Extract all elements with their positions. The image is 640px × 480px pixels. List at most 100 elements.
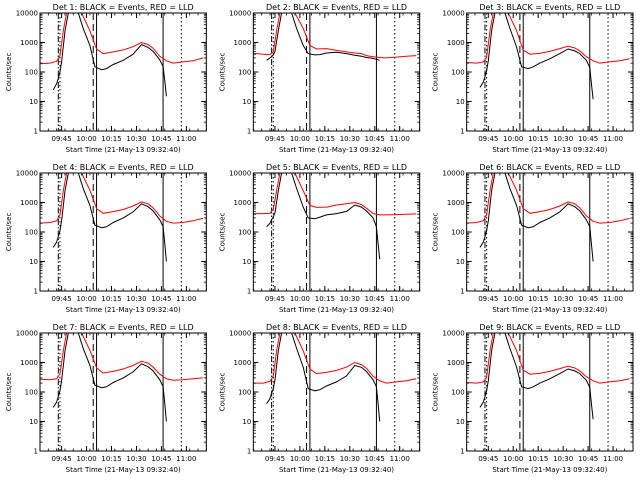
- x-axis-label: Start Time (21-May-13 09:32:40): [66, 466, 181, 474]
- lld-series-line: [40, 173, 204, 224]
- y-tick-label: 1000: [20, 39, 38, 47]
- y-tick-label: 10: [456, 258, 465, 266]
- y-tick-label: 10: [456, 98, 465, 106]
- lld-series-line: [466, 13, 630, 64]
- y-tick-label: 1: [247, 448, 251, 456]
- x-tick-label: 11:00: [176, 135, 196, 143]
- y-tick-label: 10: [242, 98, 251, 106]
- lld-series-line: [40, 13, 204, 65]
- events-series-line: [479, 173, 594, 262]
- events-series-line: [52, 13, 167, 97]
- x-tick-label: 09:45: [265, 455, 285, 463]
- x-tick-label: 10:15: [528, 455, 548, 463]
- y-tick-label: 10: [456, 418, 465, 426]
- y-axis-label: Counts/sec: [432, 53, 440, 92]
- panel-title: Det 1: BLACK = Events, RED = LLD: [53, 3, 194, 12]
- x-tick-label: 10:30: [553, 135, 573, 143]
- x-tick-label: 09:45: [265, 295, 285, 303]
- x-tick-label: 10:30: [126, 455, 146, 463]
- detector-panel-7: Det 7: BLACK = Events, RED = LLD Counts/s…: [5, 323, 207, 474]
- y-axis-label: Counts/sec: [5, 213, 13, 252]
- x-tick-label: 11:00: [390, 455, 410, 463]
- x-tick-label: 10:30: [340, 135, 360, 143]
- detector-panel-4: Det 4: BLACK = Events, RED = LLD Counts/s…: [5, 163, 207, 314]
- series-group: [466, 13, 630, 100]
- y-tick-label: 10000: [229, 10, 251, 18]
- detector-panel-5: Det 5: BLACK = Events, RED = LLD Counts/s…: [218, 163, 421, 314]
- x-tick-label: 10:45: [151, 295, 171, 303]
- y-axis-label: Counts/sec: [432, 213, 440, 252]
- x-tick-label: 10:00: [290, 295, 310, 303]
- y-tick-label: 1: [34, 288, 38, 296]
- x-tick-label: 10:15: [315, 295, 335, 303]
- x-tick-label: 11:00: [390, 295, 410, 303]
- y-axis-label: Counts/sec: [5, 53, 13, 92]
- x-tick-label: 10:00: [76, 455, 96, 463]
- events-series-line: [266, 333, 381, 422]
- series-group: [40, 173, 204, 262]
- x-axis-label: Start Time (21-May-13 09:32:40): [66, 146, 181, 154]
- x-tick-label: 10:00: [290, 455, 310, 463]
- y-tick-label: 10000: [442, 330, 464, 338]
- detector-panel-8: Det 8: BLACK = Events, RED = LLD Counts/s…: [218, 323, 421, 474]
- x-tick-label: 10:30: [340, 455, 360, 463]
- lld-series-line: [40, 333, 204, 381]
- lld-series-line: [466, 173, 630, 224]
- events-series-line: [52, 173, 167, 262]
- x-tick-label: 10:45: [151, 455, 171, 463]
- x-tick-label: 10:15: [101, 135, 121, 143]
- y-tick-label: 10: [242, 418, 251, 426]
- detector-panel-3: Det 3: BLACK = Events, RED = LLD Counts/s…: [432, 3, 634, 154]
- y-axis-label: Counts/sec: [5, 373, 13, 412]
- y-tick-label: 1: [460, 128, 464, 136]
- y-tick-label: 1: [247, 128, 251, 136]
- y-tick-label: 10: [29, 258, 38, 266]
- events-series-line: [266, 13, 380, 61]
- x-tick-label: 10:30: [126, 295, 146, 303]
- x-tick-label: 09:45: [478, 295, 498, 303]
- events-series-line: [479, 333, 594, 420]
- x-tick-label: 11:00: [176, 295, 196, 303]
- y-tick-label: 10000: [229, 170, 251, 178]
- x-tick-label: 10:45: [365, 135, 385, 143]
- y-tick-label: 1000: [234, 359, 252, 367]
- y-tick-label: 100: [238, 389, 251, 397]
- y-axis-label: Counts/sec: [218, 213, 226, 252]
- x-tick-label: 11:00: [176, 455, 196, 463]
- y-tick-label: 10000: [442, 170, 464, 178]
- x-tick-label: 09:45: [52, 295, 72, 303]
- y-tick-label: 1: [460, 448, 464, 456]
- x-tick-label: 10:00: [503, 135, 523, 143]
- y-tick-label: 10000: [229, 330, 251, 338]
- x-tick-label: 11:00: [603, 455, 623, 463]
- lld-series-line: [253, 13, 417, 59]
- y-tick-label: 1000: [20, 199, 38, 207]
- x-tick-label: 10:00: [290, 135, 310, 143]
- series-group: [466, 333, 630, 420]
- x-tick-label: 10:30: [340, 295, 360, 303]
- x-tick-label: 10:45: [365, 455, 385, 463]
- y-tick-label: 10: [29, 418, 38, 426]
- y-tick-label: 1000: [447, 199, 465, 207]
- x-tick-label: 10:00: [76, 295, 96, 303]
- x-tick-label: 10:30: [553, 295, 573, 303]
- y-tick-label: 1: [247, 288, 251, 296]
- y-tick-label: 1: [460, 288, 464, 296]
- x-tick-label: 11:00: [390, 135, 410, 143]
- y-axis-label: Counts/sec: [218, 53, 226, 92]
- x-tick-label: 09:45: [52, 135, 72, 143]
- y-tick-label: 10000: [16, 330, 38, 338]
- panel-title: Det 6: BLACK = Events, RED = LLD: [479, 163, 620, 172]
- panel-title: Det 3: BLACK = Events, RED = LLD: [479, 3, 620, 12]
- x-tick-label: 10:00: [503, 295, 523, 303]
- y-tick-label: 10000: [16, 10, 38, 18]
- y-tick-label: 1000: [234, 199, 252, 207]
- x-axis-label: Start Time (21-May-13 09:32:40): [492, 466, 607, 474]
- y-tick-label: 1000: [20, 359, 38, 367]
- x-tick-label: 10:30: [126, 135, 146, 143]
- x-tick-label: 10:15: [528, 295, 548, 303]
- x-axis-label: Start Time (21-May-13 09:32:40): [66, 306, 181, 314]
- series-group: [253, 13, 417, 61]
- y-tick-label: 10000: [442, 10, 464, 18]
